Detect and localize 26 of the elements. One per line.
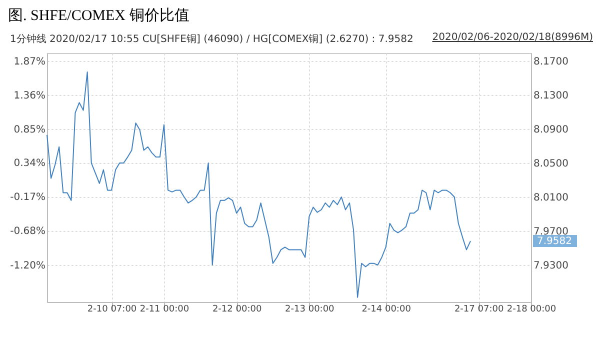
y2-tick-label: 8.1700 bbox=[534, 56, 568, 68]
y-tick-label: 1.36% bbox=[14, 90, 46, 102]
y2-tick-label: 8.0900 bbox=[534, 124, 568, 136]
y-tick-label: 0.85% bbox=[14, 124, 46, 136]
x-tick-label: 2-11 00:00 bbox=[140, 304, 190, 314]
y2-tick-label: 7.9300 bbox=[534, 260, 568, 272]
y2-tick-label: 7.9700 bbox=[534, 226, 568, 238]
x-tick-label: 2-17 07:00 bbox=[454, 304, 504, 314]
line-series bbox=[46, 72, 471, 298]
chart-title: 图. SHFE/COMEX 铜价比值 bbox=[8, 6, 190, 25]
x-tick-label: 2-14 00:00 bbox=[362, 304, 412, 314]
text: 7.9582 bbox=[537, 236, 572, 248]
x-tick-label: 2-18 00:00 bbox=[506, 304, 556, 314]
chart-subtitle: 1分钟线 2020/02/17 10:55 CU[SHFE铜] (46090) / HG[COMEX铜] (2.6270) : 7.9582 bbox=[10, 32, 414, 46]
y-tick-label: -0.68% bbox=[10, 226, 46, 238]
y-tick-label: -0.17% bbox=[10, 192, 46, 204]
x-tick-label: 2-10 07:00 bbox=[87, 304, 137, 314]
x-tick-label: 2-13 00:00 bbox=[285, 304, 335, 314]
y-tick-label: 1.87% bbox=[14, 56, 46, 68]
y2-tick-label: 8.1300 bbox=[534, 90, 568, 102]
y2-tick-label: 8.0100 bbox=[534, 192, 568, 204]
y2-tick-label: 8.0500 bbox=[534, 158, 568, 170]
y-tick-label: 0.34% bbox=[14, 158, 46, 170]
x-tick-label: 2-12 00:00 bbox=[212, 304, 262, 314]
text: 2020/02/06-2020/02/18(8996M) bbox=[432, 32, 593, 43]
y-tick-label: -1.20% bbox=[10, 260, 46, 272]
